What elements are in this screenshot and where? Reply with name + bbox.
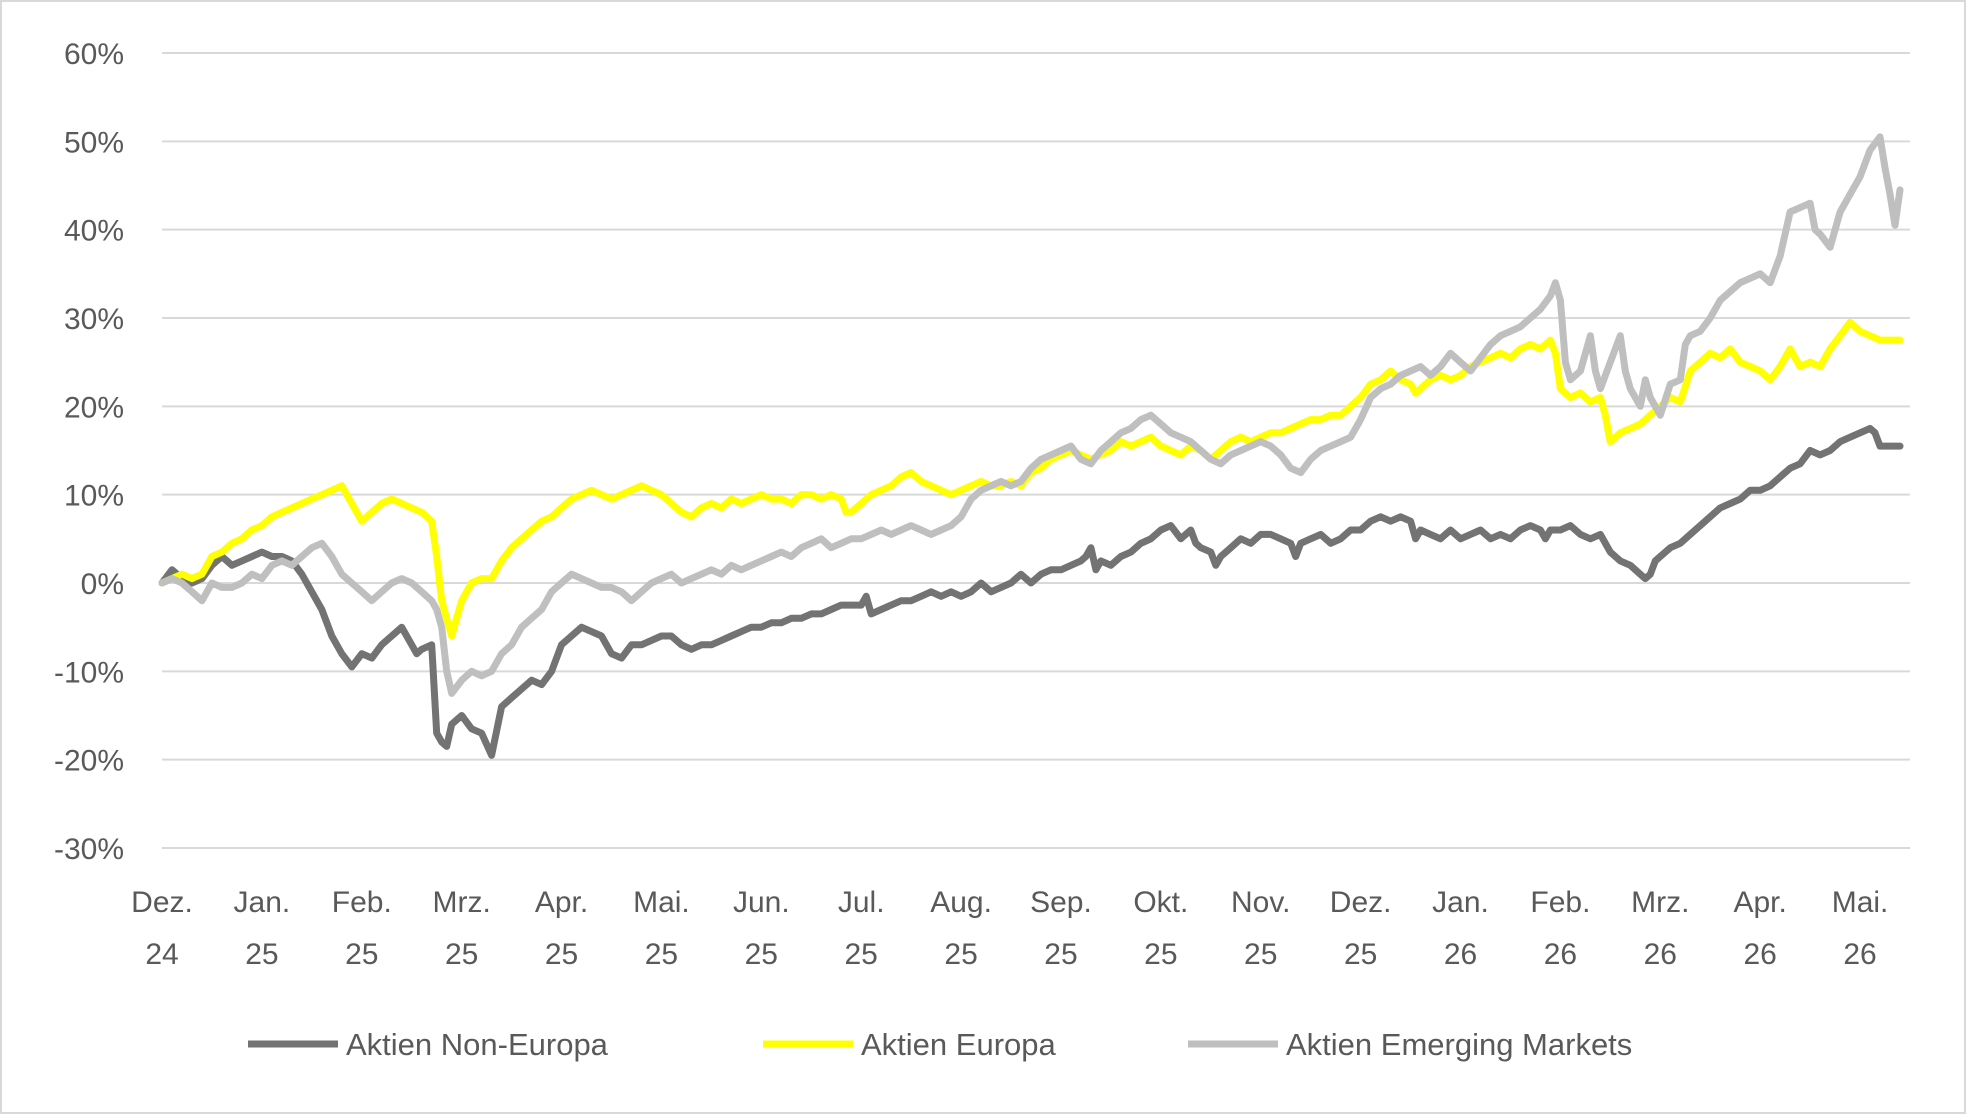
x-tick-label-year: 25 (345, 938, 378, 971)
x-tick-label-month: Mrz. (1631, 886, 1689, 919)
y-tick-label: -30% (54, 833, 124, 866)
legend-label: Aktien Europa (861, 1027, 1056, 1062)
x-tick-label-year: 25 (1244, 938, 1277, 971)
x-tick-label-month: Apr. (1733, 886, 1786, 919)
legend-label: Aktien Non-Europa (346, 1027, 609, 1062)
x-tick-label-month: Sep. (1030, 886, 1092, 919)
x-tick-label-month: Jan. (1432, 886, 1489, 919)
x-tick-label-year: 26 (1743, 938, 1776, 971)
y-tick-label: 20% (64, 391, 124, 424)
x-tick-label-year: 26 (1444, 938, 1477, 971)
legend-label: Aktien Emerging Markets (1286, 1027, 1632, 1062)
x-tick-label-year: 25 (445, 938, 478, 971)
x-tick-label-month: Mrz. (432, 886, 490, 919)
x-tick-label-month: Nov. (1231, 886, 1290, 919)
y-tick-label: 10% (64, 480, 124, 513)
x-tick-label-year: 25 (845, 938, 878, 971)
x-tick-label-year: 26 (1544, 938, 1577, 971)
series-lines (158, 133, 1904, 759)
x-tick-label-month: Dez. (131, 886, 193, 919)
x-tick-label-year: 26 (1843, 938, 1876, 971)
x-tick-label-year: 25 (944, 938, 977, 971)
y-tick-label: 60% (64, 38, 124, 71)
x-tick-label-year: 25 (245, 938, 278, 971)
x-tick-label-month: Jul. (838, 886, 885, 919)
y-axis-tick-labels: -30% -20% -10% 0% 10% 20% 30% 40% 50% 60% (54, 38, 124, 866)
y-tick-label: -20% (54, 745, 124, 778)
x-tick-label-year: 25 (1144, 938, 1177, 971)
gridlines (162, 52, 1910, 849)
series-line-3 (158, 133, 1904, 697)
x-tick-label-month: Apr. (535, 886, 588, 919)
x-tick-label-month: Jun. (733, 886, 790, 919)
x-tick-label-month: Okt. (1133, 886, 1188, 919)
y-tick-label: 40% (64, 215, 124, 248)
x-tick-label-year: 25 (1344, 938, 1377, 971)
x-tick-label-year: 25 (745, 938, 778, 971)
series-line-1 (158, 424, 1904, 759)
x-tick-label-month: Feb. (1530, 886, 1590, 919)
x-axis-tick-labels: Dez. 24 Jan. 25 Feb. 25 Mrz. 25 Apr. 25 Mai. 25 Jun.… (131, 886, 1888, 971)
y-tick-label: 30% (64, 303, 124, 336)
x-tick-label-year: 26 (1644, 938, 1677, 971)
x-tick-label-year: 24 (145, 938, 178, 971)
x-tick-label-year: 25 (545, 938, 578, 971)
y-tick-label: -10% (54, 656, 124, 689)
x-tick-label-month: Aug. (930, 886, 992, 919)
y-tick-label: 0% (81, 568, 124, 601)
x-tick-label-month: Mai. (1832, 886, 1889, 919)
x-tick-label-month: Dez. (1330, 886, 1392, 919)
x-tick-label-month: Mai. (633, 886, 690, 919)
x-tick-label-year: 25 (645, 938, 678, 971)
x-tick-label-month: Jan. (234, 886, 291, 919)
x-tick-label-year: 25 (1044, 938, 1077, 971)
y-tick-label: 50% (64, 126, 124, 159)
legend: Aktien Non-Europa Aktien Europa Aktien Eme… (248, 1027, 1632, 1062)
x-tick-label-month: Feb. (332, 886, 392, 919)
